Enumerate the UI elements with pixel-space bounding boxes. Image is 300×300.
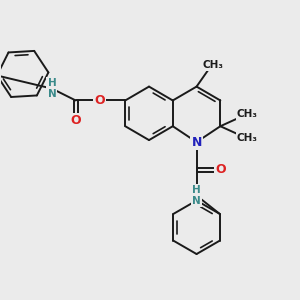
Text: O: O bbox=[70, 114, 81, 127]
Text: O: O bbox=[94, 94, 105, 107]
Text: H
N: H N bbox=[47, 78, 56, 99]
Text: CH₃: CH₃ bbox=[237, 109, 258, 119]
Text: H
N: H N bbox=[192, 185, 201, 206]
Text: O: O bbox=[215, 163, 226, 176]
Text: CH₃: CH₃ bbox=[237, 133, 258, 143]
Text: N: N bbox=[191, 136, 202, 148]
Text: CH₃: CH₃ bbox=[203, 60, 224, 70]
